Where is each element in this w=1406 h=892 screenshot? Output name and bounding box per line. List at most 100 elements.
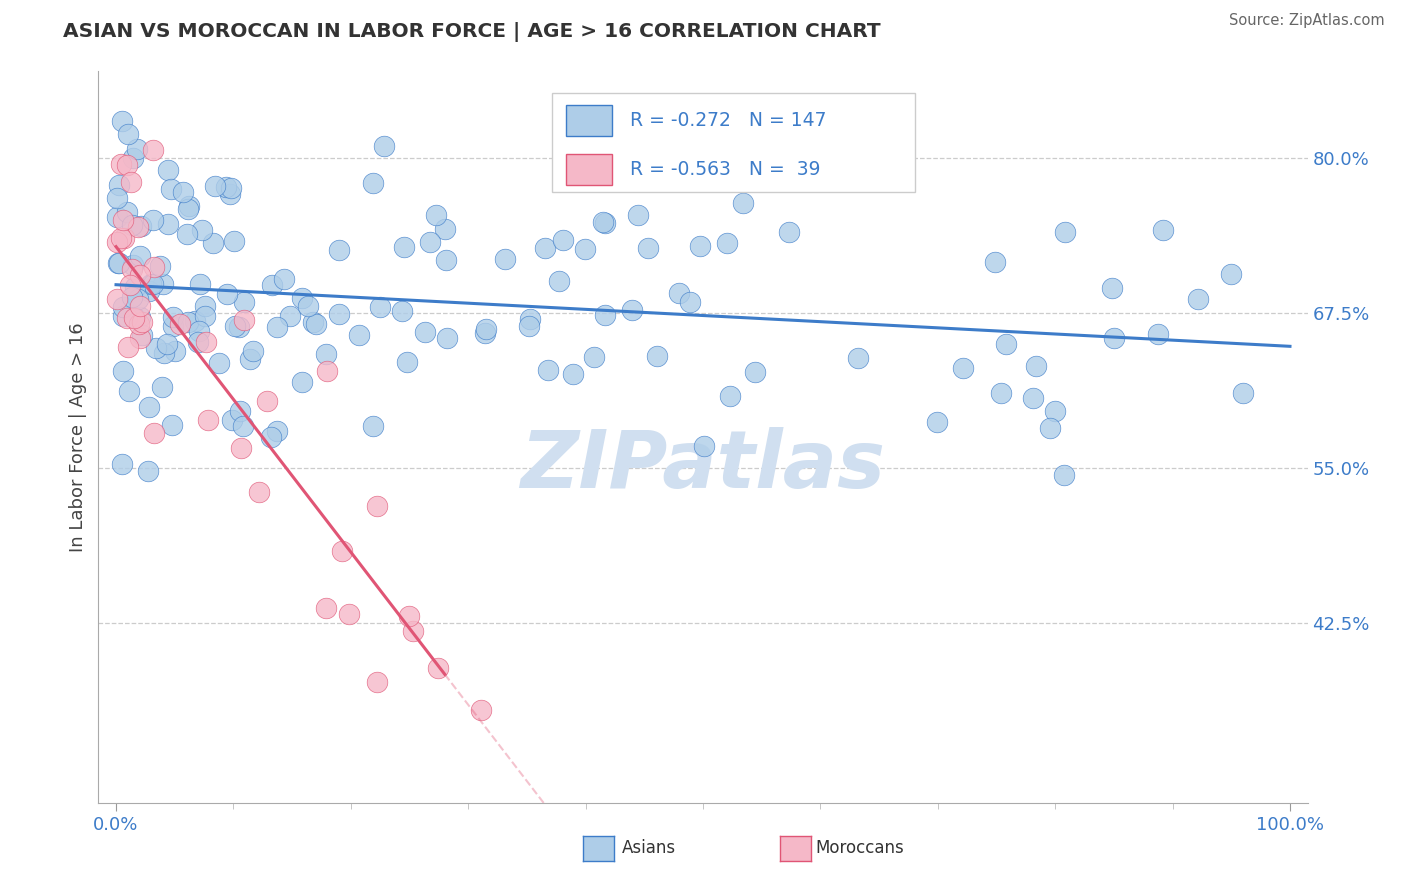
Point xyxy=(112,300,135,314)
Point xyxy=(305,317,328,331)
Point xyxy=(1187,292,1209,306)
Point xyxy=(297,299,319,313)
Point xyxy=(201,235,224,250)
Point xyxy=(129,310,152,324)
Point xyxy=(494,252,516,266)
Point xyxy=(157,162,180,177)
Point xyxy=(141,277,163,292)
Point xyxy=(127,292,149,306)
Point xyxy=(1219,267,1241,281)
Point xyxy=(398,608,420,623)
Point xyxy=(117,127,139,141)
Point xyxy=(129,268,152,282)
Point xyxy=(127,220,149,235)
Point xyxy=(278,310,301,324)
Text: Moroccans: Moroccans xyxy=(815,839,904,857)
Point xyxy=(242,344,264,359)
Point xyxy=(107,256,129,270)
Point xyxy=(361,177,384,191)
Point xyxy=(145,342,167,356)
Point xyxy=(693,439,716,453)
Point xyxy=(291,291,314,305)
Point xyxy=(315,364,337,378)
Point xyxy=(433,221,456,235)
Point xyxy=(419,235,441,249)
Point xyxy=(256,393,278,408)
Point xyxy=(124,280,146,294)
Point xyxy=(142,277,165,292)
Point xyxy=(247,485,270,500)
Point xyxy=(120,176,142,190)
Point xyxy=(121,218,143,232)
Point xyxy=(138,401,160,415)
Point xyxy=(110,157,132,171)
Text: R = -0.272   N = 147: R = -0.272 N = 147 xyxy=(630,111,827,130)
Point xyxy=(983,255,1005,269)
Point xyxy=(111,458,134,472)
Point xyxy=(112,213,135,227)
Point xyxy=(188,324,211,338)
Point xyxy=(142,213,165,227)
Point xyxy=(337,607,360,621)
Point xyxy=(112,310,135,324)
Point xyxy=(262,278,284,293)
Point xyxy=(121,258,143,272)
Point xyxy=(347,328,370,343)
Point xyxy=(952,360,974,375)
Point xyxy=(129,299,152,313)
Point xyxy=(1043,403,1066,417)
Point xyxy=(224,318,246,333)
Point xyxy=(194,310,217,324)
Point xyxy=(160,417,183,432)
Point xyxy=(194,298,217,312)
Point xyxy=(1101,281,1123,295)
Point xyxy=(627,208,650,222)
Point xyxy=(436,331,458,345)
Point xyxy=(395,355,418,369)
Point xyxy=(328,244,350,258)
Point xyxy=(142,143,165,157)
Point xyxy=(129,249,152,263)
Point xyxy=(112,231,135,245)
Point xyxy=(1053,467,1076,482)
Point xyxy=(208,356,231,370)
Point xyxy=(110,230,132,244)
Point xyxy=(215,287,238,301)
Point xyxy=(149,259,172,273)
Point xyxy=(927,415,949,429)
Point xyxy=(188,277,211,291)
Point xyxy=(183,313,205,327)
Point xyxy=(118,384,141,398)
Point xyxy=(368,300,391,314)
Point xyxy=(115,204,138,219)
Point xyxy=(846,351,869,365)
Point xyxy=(105,293,128,307)
Point xyxy=(124,310,146,325)
Point xyxy=(111,114,134,128)
Point xyxy=(143,426,166,441)
Point xyxy=(162,310,184,325)
Point xyxy=(517,318,540,333)
Point xyxy=(373,139,395,153)
Point xyxy=(228,320,250,334)
Point xyxy=(204,179,226,194)
Point xyxy=(328,307,350,321)
Point xyxy=(733,196,755,211)
Point xyxy=(1053,225,1076,239)
Point xyxy=(121,151,143,165)
Point xyxy=(105,235,128,250)
Text: ASIAN VS MOROCCAN IN LABOR FORCE | AGE > 16 CORRELATION CHART: ASIAN VS MOROCCAN IN LABOR FORCE | AGE >… xyxy=(63,22,882,42)
Point xyxy=(1232,386,1254,401)
Text: Source: ZipAtlas.com: Source: ZipAtlas.com xyxy=(1229,13,1385,29)
Point xyxy=(172,186,194,200)
Point xyxy=(302,315,325,329)
Point xyxy=(668,285,690,300)
Point xyxy=(536,363,558,377)
FancyBboxPatch shape xyxy=(567,154,613,186)
Point xyxy=(315,601,337,615)
Point xyxy=(744,365,766,379)
Text: ZIPatlas: ZIPatlas xyxy=(520,427,886,506)
Point xyxy=(218,187,240,202)
Point xyxy=(111,364,134,378)
Point xyxy=(291,376,314,390)
